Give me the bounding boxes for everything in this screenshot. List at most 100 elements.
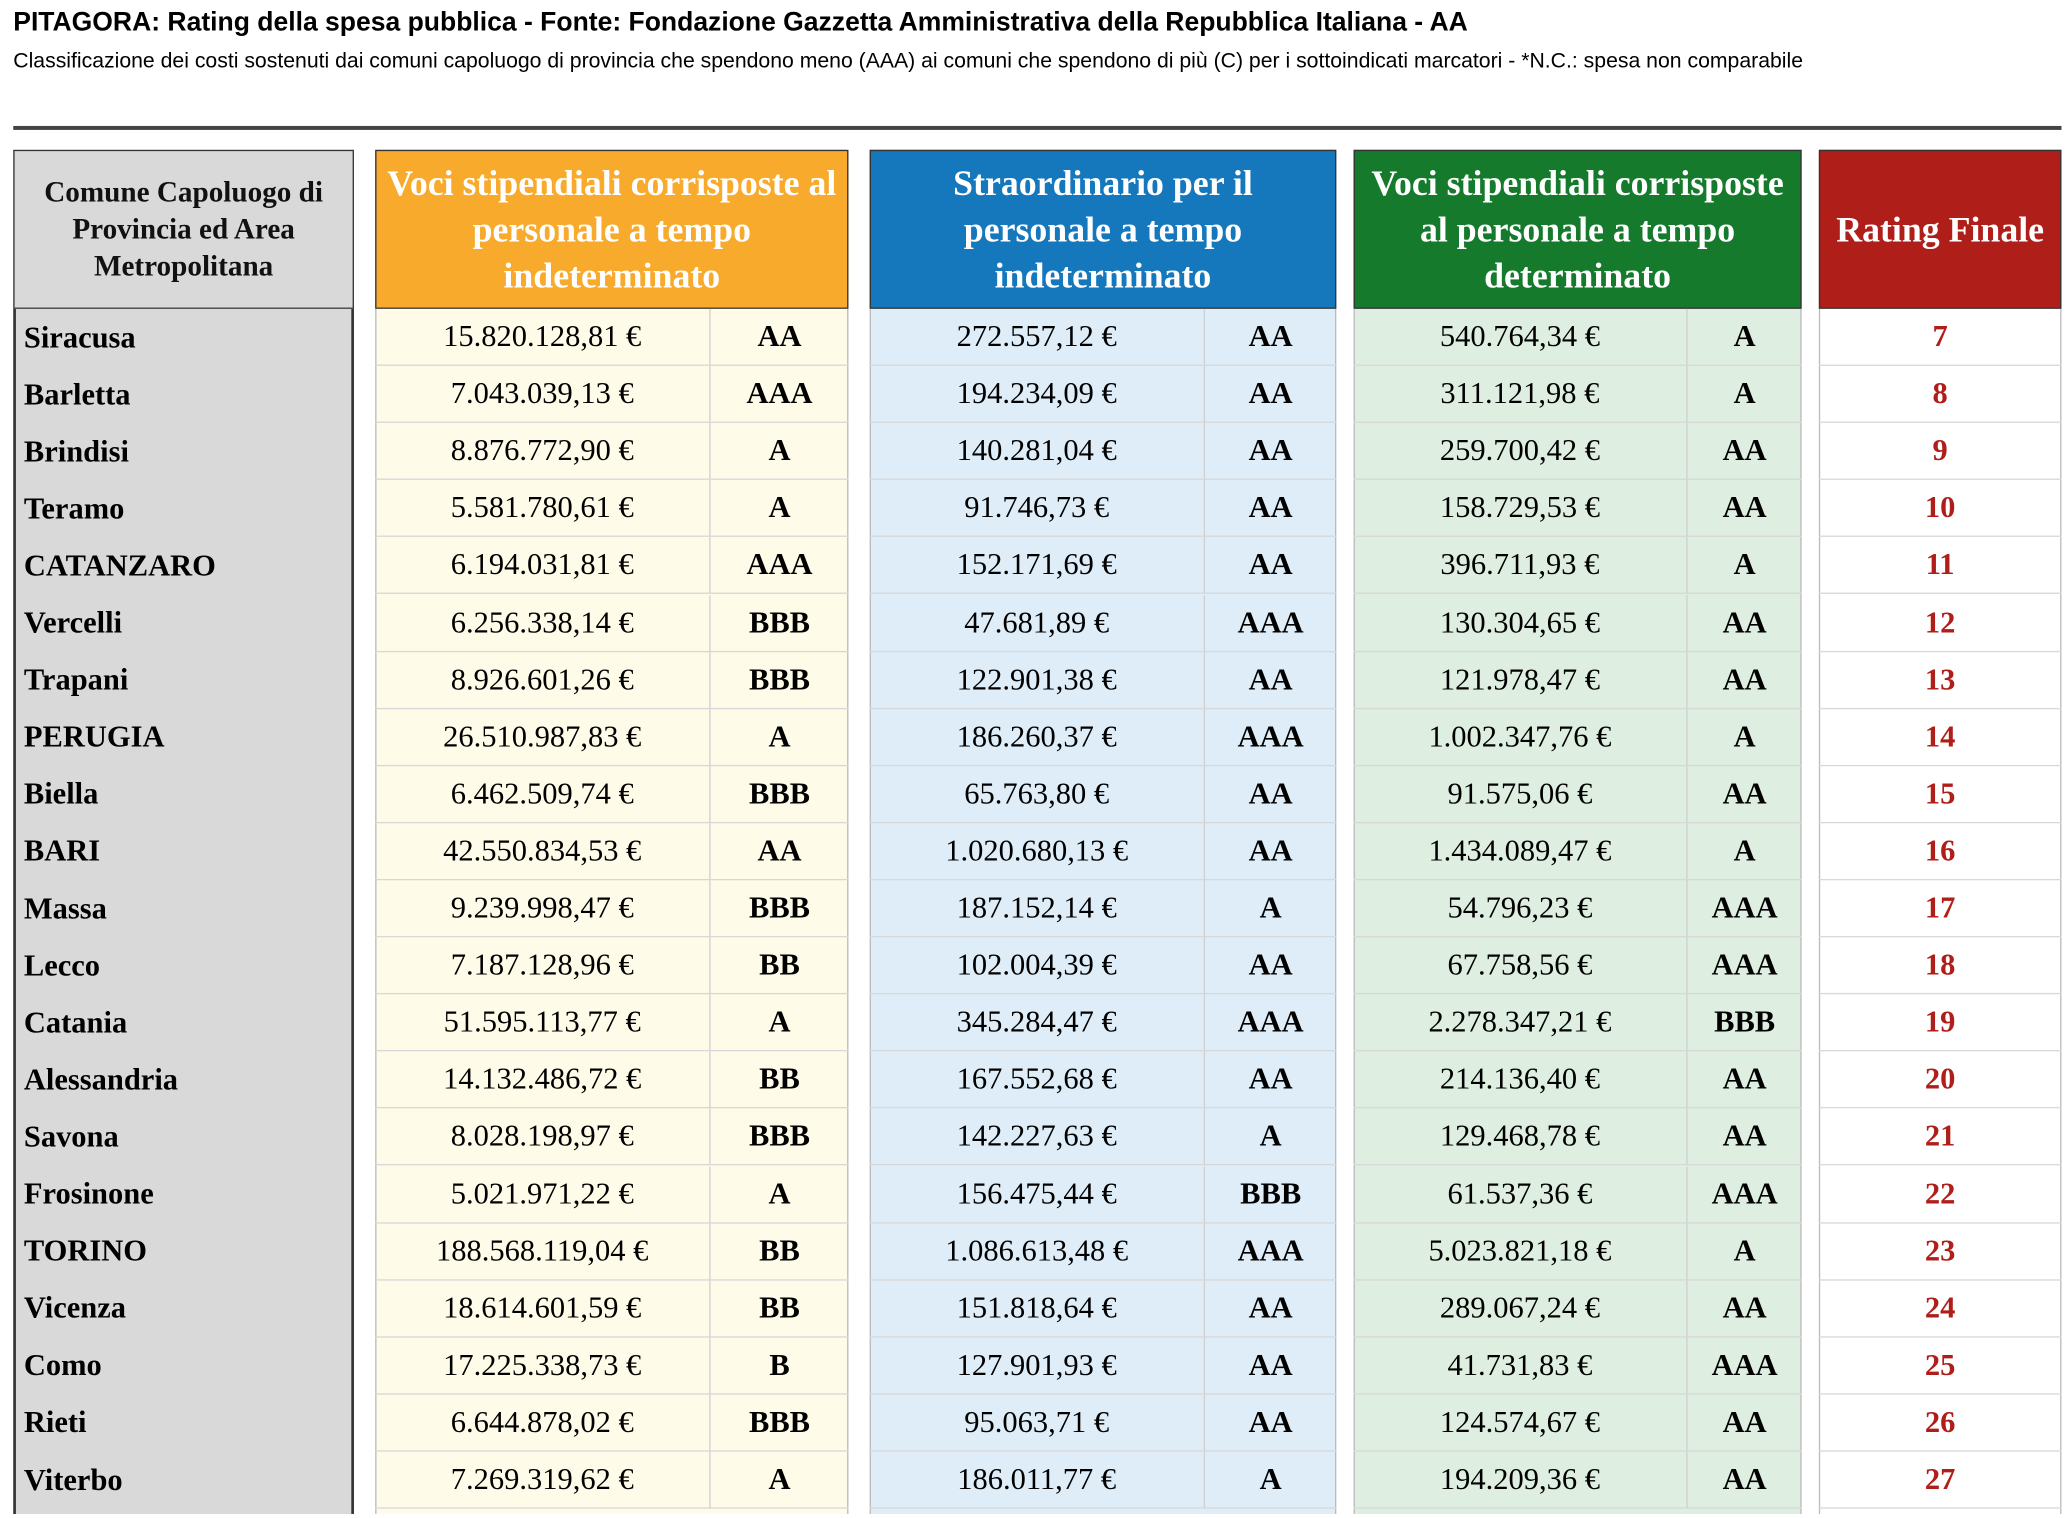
amount-cell: 130.304,65 € bbox=[1353, 594, 1688, 652]
final-rating-cell: 20 bbox=[1818, 1052, 2062, 1109]
final-rating-cell: 7 bbox=[1818, 309, 2062, 367]
amount-cell: 18.614.601,59 € bbox=[375, 1280, 711, 1338]
amount-cell: 6.462.509,74 € bbox=[375, 765, 711, 824]
rating-cell: BBB bbox=[710, 652, 849, 709]
rating-cell: BB bbox=[710, 1052, 849, 1109]
rating-cell: A bbox=[710, 423, 849, 481]
amount-cell: 396.711,93 € bbox=[1353, 537, 1688, 595]
amount-cell: 142.227,63 € bbox=[869, 1108, 1206, 1166]
city-cell: Frosinone bbox=[23, 1177, 154, 1211]
column-header: Straordinario per il personale a tempo i… bbox=[869, 149, 1337, 309]
final-rating-cell: 13 bbox=[1818, 652, 2062, 709]
amount-cell: 5.581.780,61 € bbox=[375, 480, 711, 538]
final-rating-cell: 24 bbox=[1818, 1280, 2062, 1338]
amount-cell: 7.043.039,13 € bbox=[375, 366, 711, 424]
rating-cell: AAA bbox=[1687, 1337, 1802, 1395]
amount-cell: 5.021.971,22 € bbox=[375, 1165, 711, 1224]
amount-cell: 186.260,37 € bbox=[869, 708, 1206, 766]
amount-cell: 122.901,38 € bbox=[869, 651, 1206, 709]
final-rating-cell: 15 bbox=[1818, 766, 2062, 824]
amount-cell: 61.537,36 € bbox=[1353, 1165, 1688, 1224]
rating-cell: AA bbox=[1205, 1052, 1337, 1109]
rating-cell: AA bbox=[1205, 1280, 1337, 1338]
column-header: Rating Finale bbox=[1818, 149, 2062, 309]
city-cell: CATANZARO bbox=[23, 548, 216, 582]
amount-cell: 167.552,68 € bbox=[869, 1051, 1206, 1109]
rating-cell: A bbox=[710, 1452, 849, 1509]
rating-cell: AA bbox=[1205, 480, 1337, 538]
column-header: Voci stipendiali corrisposte al personal… bbox=[375, 149, 849, 309]
rating-cell: A bbox=[710, 995, 849, 1052]
rating-cell: AAA bbox=[1205, 1223, 1337, 1281]
rating-cell: AA bbox=[1687, 595, 1802, 652]
amount-cell: 5.023.821,18 € bbox=[1353, 1223, 1688, 1281]
final-rating-cell: 23 bbox=[1818, 1223, 2062, 1281]
final-rating-cell: 26 bbox=[1818, 1394, 2062, 1452]
city-cell: Siracusa bbox=[23, 320, 136, 354]
amount-cell: 8.876.772,90 € bbox=[375, 423, 711, 481]
city-cell: Vercelli bbox=[23, 605, 123, 640]
rating-cell: A bbox=[1205, 1452, 1337, 1509]
amount-cell: 140.281,04 € bbox=[869, 423, 1206, 481]
rating-cell: AAA bbox=[1687, 880, 1802, 938]
amount-cell: 158.729,53 € bbox=[1353, 480, 1688, 538]
rating-cell: AA bbox=[1687, 1052, 1802, 1109]
amount-cell: 26.510.987,83 € bbox=[375, 708, 711, 766]
amount-cell: 91.575,06 € bbox=[1353, 765, 1688, 824]
amount-cell: 1.020.680,13 € bbox=[869, 823, 1206, 881]
rating-cell: AA bbox=[1205, 766, 1337, 824]
rating-cell: AAA bbox=[710, 366, 849, 424]
final-rating-cell: 27 bbox=[1818, 1452, 2062, 1509]
city-cell: Alessandria bbox=[23, 1063, 179, 1097]
amount-cell: 14.132.486,72 € bbox=[375, 1051, 711, 1109]
amount-cell: 194.234,09 € bbox=[869, 366, 1206, 424]
city-cell: Massa bbox=[23, 891, 107, 925]
subtitle: Classificazione dei costi sostenuti dai … bbox=[13, 50, 1804, 73]
final-rating-cell: 22 bbox=[1818, 1166, 2062, 1224]
city-cell: TORINO bbox=[23, 1234, 148, 1268]
amount-cell: 8.926.601,26 € bbox=[375, 651, 711, 709]
column-header: Voci stipendiali corrisposte al personal… bbox=[1353, 149, 1802, 309]
amount-cell: 186.011,77 € bbox=[869, 1451, 1206, 1509]
amount-cell: 51.595.113,77 € bbox=[375, 994, 711, 1052]
amount-cell: 54.796,23 € bbox=[1353, 880, 1688, 938]
city-cell: Trapani bbox=[23, 663, 129, 697]
amount-cell: 15.820.128,81 € bbox=[375, 308, 711, 367]
amount-cell: 42.550.834,53 € bbox=[375, 823, 711, 881]
rating-cell: A bbox=[1687, 537, 1802, 595]
amount-cell: 7.269.319,62 € bbox=[375, 1451, 711, 1509]
rating-cell: A bbox=[710, 1166, 849, 1224]
amount-cell: 152.171,69 € bbox=[869, 537, 1206, 595]
amount-cell: 65.763,80 € bbox=[869, 765, 1206, 824]
amount-cell: 6.644.878,02 € bbox=[375, 1394, 711, 1452]
amount-cell: 1.086.613,48 € bbox=[869, 1223, 1206, 1281]
city-cell: Barletta bbox=[23, 377, 131, 411]
rating-cell: AA bbox=[1205, 423, 1337, 481]
amount-cell: 1.002.347,76 € bbox=[1353, 708, 1688, 766]
amount-cell: 272.557,12 € bbox=[869, 308, 1206, 367]
column-body bbox=[1818, 308, 2062, 1515]
rating-cell: A bbox=[1687, 823, 1802, 881]
final-rating-cell: 9 bbox=[1818, 423, 2062, 481]
amount-cell: 214.136,40 € bbox=[1353, 1051, 1688, 1109]
amount-cell: 345.284,47 € bbox=[869, 994, 1206, 1052]
rating-cell: AAA bbox=[1205, 709, 1337, 766]
rating-cell: A bbox=[1687, 1223, 1802, 1281]
rating-cell: A bbox=[1687, 309, 1802, 367]
rating-cell: AA bbox=[1687, 1109, 1802, 1166]
rating-cell: BB bbox=[710, 1280, 849, 1338]
rating-cell: BBB bbox=[710, 1109, 849, 1166]
final-rating-cell: 21 bbox=[1818, 1109, 2062, 1166]
rating-cell: A bbox=[1205, 1109, 1337, 1166]
final-rating-cell: 12 bbox=[1818, 595, 2062, 652]
rating-cell: BBB bbox=[710, 595, 849, 652]
rating-cell: A bbox=[1687, 366, 1802, 424]
rating-cell: AA bbox=[1687, 1394, 1802, 1452]
rating-cell: AA bbox=[1687, 1452, 1802, 1509]
rating-cell: AA bbox=[1687, 766, 1802, 824]
rating-cell: AA bbox=[1205, 366, 1337, 424]
amount-cell: 6.194.031,81 € bbox=[375, 537, 711, 595]
final-rating-cell: 17 bbox=[1818, 880, 2062, 938]
rating-cell: AA bbox=[1687, 480, 1802, 538]
amount-cell: 7.187.128,96 € bbox=[375, 937, 711, 995]
